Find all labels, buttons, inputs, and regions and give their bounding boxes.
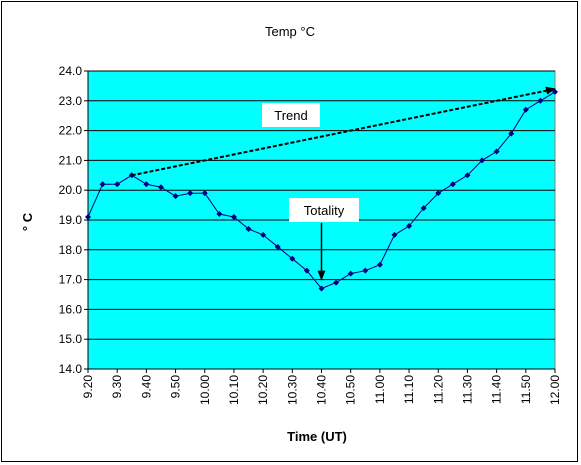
data-point [114, 181, 121, 188]
x-tick-label: 11.10 [402, 375, 416, 404]
data-point [464, 172, 471, 179]
y-tick-label: 22.0 [59, 124, 83, 138]
data-point [230, 214, 237, 221]
data-point [318, 285, 325, 292]
y-tick-label: 21.0 [59, 153, 83, 167]
data-point [85, 214, 91, 221]
y-tick-label: 17.0 [59, 273, 83, 287]
data-point [376, 261, 383, 268]
data-point [391, 231, 398, 238]
data-point [143, 181, 150, 188]
y-axis-ticks: 14.0 15.0 16.0 17.0 18.0 19.0 20.0 21.0 22.0 23.0… [59, 64, 89, 376]
y-tick-label: 19.0 [59, 213, 83, 227]
data-point [216, 211, 223, 218]
x-tick-label: 11.30 [460, 375, 474, 404]
trend-label: Trend [274, 108, 307, 123]
x-tick-label: 10.10 [227, 375, 241, 405]
x-tick-label: 10.50 [344, 375, 358, 405]
data-point [435, 190, 442, 197]
plot-area [87, 70, 556, 370]
data-point [522, 106, 529, 113]
x-tick-label: 11.40 [490, 375, 504, 404]
x-tick-label: 9.40 [139, 375, 153, 399]
x-tick-label: 11.50 [519, 375, 533, 404]
x-tick-label: 10.40 [315, 375, 329, 405]
data-point [274, 243, 281, 250]
data-point [420, 205, 427, 212]
data-point [172, 193, 179, 200]
x-axis-ticks: 9.20 9.30 9.40 9.50 10.00 10.10 10.20 10.30 10.4… [81, 368, 562, 405]
data-point [99, 181, 106, 188]
chart-title: Temp °C [265, 24, 315, 39]
trend-label-box: Trend [262, 103, 320, 127]
x-tick-label: 9.20 [81, 375, 95, 399]
x-axis-title: Time (UT) [287, 429, 347, 444]
x-tick-label: 10.30 [285, 375, 299, 405]
series-layer [85, 88, 558, 292]
x-tick-label: 12.00 [548, 375, 562, 405]
data-point [449, 181, 456, 188]
data-point [362, 267, 369, 274]
data-point [508, 130, 515, 137]
data-point [303, 267, 310, 274]
x-tick-label: 9.30 [110, 375, 124, 399]
y-tick-label: 15.0 [59, 332, 83, 346]
data-point [493, 148, 500, 155]
data-point [347, 270, 354, 277]
data-point [406, 222, 413, 229]
y-tick-label: 24.0 [59, 64, 83, 78]
x-tick-label: 10.20 [256, 375, 270, 405]
annotation-layer: Trend Totality [131, 86, 556, 281]
y-tick-label: 18.0 [59, 243, 83, 257]
totality-label: Totality [304, 203, 345, 218]
data-point [201, 190, 208, 197]
data-point [187, 190, 194, 197]
data-point [260, 231, 267, 238]
y-tick-label: 14.0 [59, 362, 83, 376]
totality-label-box: Totality [289, 198, 359, 222]
y-tick-label: 23.0 [59, 94, 83, 108]
x-tick-label: 11.00 [373, 375, 387, 404]
x-tick-label: 9.50 [169, 375, 183, 399]
data-point [333, 279, 340, 286]
x-tick-label: 11.20 [431, 375, 445, 404]
x-tick-label: 10.00 [198, 375, 212, 405]
data-point [157, 184, 164, 191]
data-point [245, 225, 252, 232]
data-point [537, 97, 544, 104]
data-point [479, 157, 486, 164]
y-tick-label: 20.0 [59, 183, 83, 197]
y-axis-title: ° C [20, 212, 35, 231]
y-tick-label: 16.0 [59, 302, 83, 316]
